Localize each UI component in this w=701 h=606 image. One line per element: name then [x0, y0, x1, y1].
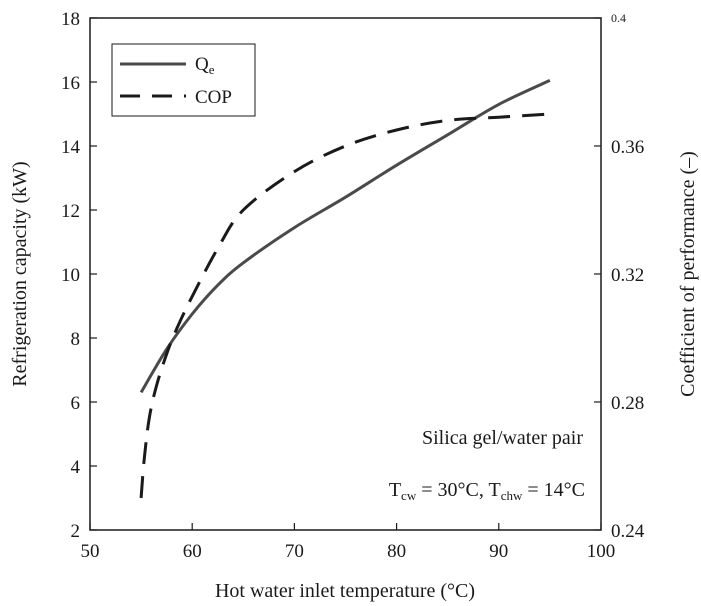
- y2-tick-label: 0.24: [611, 521, 645, 542]
- legend-label-qe: Qe: [195, 54, 215, 77]
- x-tick-label: 80: [387, 541, 406, 562]
- y-tick-label: 16: [61, 73, 80, 94]
- x-tick-label: 50: [81, 541, 100, 562]
- y2-tick-label: 0.36: [611, 137, 644, 158]
- y-tick-label: 14: [61, 137, 81, 158]
- ticks: 50 60 70 80 90 100 2 4 6 8 10 12 14 16 18 0.24 0.28 0.32 0…: [61, 9, 645, 562]
- y-tick-label: 8: [71, 329, 81, 350]
- y-axis-label: Refrigeration capacity (kW): [9, 161, 31, 386]
- legend-label-cop: COP: [195, 87, 232, 108]
- y-tick-label: 12: [61, 201, 80, 222]
- y2-tick-label: 0.4: [611, 11, 626, 25]
- y-tick-label: 18: [61, 9, 80, 30]
- y-tick-label: 2: [71, 521, 81, 542]
- legend-box: [111, 43, 256, 117]
- y2-axis-label: Coefficient of performance (–): [677, 151, 699, 397]
- series-line-qe: [139, 79, 551, 394]
- y2-tick-label: 0.28: [611, 393, 644, 414]
- y-tick-label: 10: [61, 265, 80, 286]
- y-tick-label: 4: [71, 457, 81, 478]
- x-tick-label: 60: [183, 541, 202, 562]
- x-tick-label: 100: [587, 541, 616, 562]
- y2-tick-label: 0.32: [611, 265, 644, 286]
- x-axis-label: Hot water inlet temperature (°C): [215, 580, 475, 602]
- legend: Qe COP: [111, 43, 256, 117]
- x-tick-label: 90: [489, 541, 508, 562]
- y-tick-label: 6: [71, 393, 81, 414]
- annotation-pair: Silica gel/water pair: [422, 427, 583, 449]
- annotation-conditions: Tcw = 30°C, Tchw = 14°C: [389, 479, 585, 503]
- series-line-cop: [139, 112, 550, 499]
- series-layer: [139, 79, 551, 499]
- x-tick-label: 70: [285, 541, 304, 562]
